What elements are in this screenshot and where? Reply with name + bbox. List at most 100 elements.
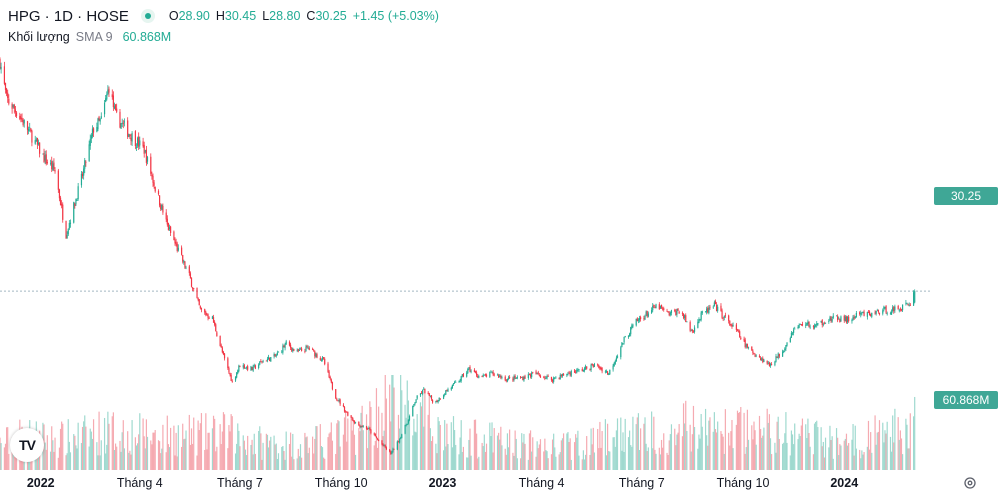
candle-body xyxy=(482,375,484,377)
candle-body xyxy=(281,351,283,353)
candle-body xyxy=(262,360,264,363)
candle-body xyxy=(755,355,757,357)
volume-bar xyxy=(539,439,542,470)
volume-bar xyxy=(692,405,695,470)
candle-body xyxy=(898,309,900,311)
tradingview-logo-icon[interactable]: TV xyxy=(10,428,44,462)
candle-body xyxy=(28,128,30,132)
candle-body xyxy=(762,358,764,363)
volume-label[interactable]: Khối lượng xyxy=(8,30,70,44)
candle-body xyxy=(361,425,363,427)
volume-bar xyxy=(192,443,194,470)
volume-bar xyxy=(114,443,117,470)
candle-body xyxy=(715,304,718,312)
volume-bar xyxy=(205,413,207,470)
volume-bar xyxy=(393,387,395,470)
candle-body xyxy=(693,327,696,332)
volume-bar xyxy=(807,418,809,470)
candle-body xyxy=(801,323,804,326)
volume-bar xyxy=(300,457,303,470)
volume-bar xyxy=(613,437,615,470)
volume-bar xyxy=(321,447,324,470)
volume-bar xyxy=(219,424,221,470)
candle-body xyxy=(604,371,606,373)
candle-body xyxy=(615,357,618,361)
candle-body xyxy=(771,364,773,366)
volume-bar xyxy=(528,433,531,470)
candle-body xyxy=(832,315,834,318)
gear-icon[interactable] xyxy=(962,475,978,491)
candle-body xyxy=(732,325,734,327)
candle-body xyxy=(14,109,17,113)
volume-bar xyxy=(193,417,195,470)
volume-bar xyxy=(582,450,584,470)
candle-body xyxy=(853,317,855,319)
candle-body xyxy=(747,347,750,349)
volume-bar xyxy=(660,439,663,470)
volume-bar xyxy=(691,434,693,470)
volume-bar xyxy=(754,430,756,470)
candle-body xyxy=(122,123,124,125)
candle-body xyxy=(730,324,732,326)
candle-body xyxy=(193,287,195,289)
volume-bar xyxy=(0,437,1,470)
candle-body xyxy=(635,318,637,326)
volume-bar xyxy=(459,437,461,470)
candle-body xyxy=(766,360,768,364)
candle-body xyxy=(592,364,594,368)
candle-body xyxy=(230,374,232,382)
volume-bar xyxy=(876,432,878,470)
volume-bar xyxy=(345,411,347,470)
volume-bar xyxy=(884,430,886,470)
volume-bar xyxy=(678,424,680,470)
candle-body xyxy=(266,358,269,361)
volume-bar xyxy=(131,420,133,470)
volume-bar xyxy=(693,426,696,470)
candle-body xyxy=(539,375,542,378)
candle-body xyxy=(653,304,655,307)
volume-bar xyxy=(73,434,75,470)
candle-body xyxy=(223,353,226,359)
candle-body xyxy=(308,348,310,350)
candle-body xyxy=(597,364,599,366)
candle-body xyxy=(146,156,149,162)
candle-body xyxy=(0,59,1,69)
volume-bar xyxy=(281,446,283,470)
candle-body xyxy=(576,369,578,373)
candle-body xyxy=(108,88,110,93)
candle-body xyxy=(893,306,895,312)
volume-bar xyxy=(531,451,533,470)
volume-bar xyxy=(558,454,560,470)
volume-bar xyxy=(69,452,72,470)
candle-body xyxy=(512,378,514,381)
volume-bar xyxy=(753,421,755,470)
candle-body xyxy=(165,212,167,220)
candle-body xyxy=(614,360,616,364)
volume-bar xyxy=(809,446,811,470)
candle-body xyxy=(65,220,67,239)
symbol-title[interactable]: HPG · 1D · HOSE xyxy=(8,7,129,25)
volume-bar xyxy=(420,406,423,470)
candle-body xyxy=(515,378,517,379)
volume-bar xyxy=(855,448,857,470)
candle-body xyxy=(444,394,446,395)
volume-bar xyxy=(553,433,555,470)
volume-bar xyxy=(51,426,53,470)
volume-bar xyxy=(439,424,441,470)
candle-body xyxy=(459,380,461,383)
volume-bar xyxy=(119,440,121,470)
volume-bar xyxy=(897,417,899,470)
candle-body xyxy=(391,451,393,455)
candle-body xyxy=(405,424,407,426)
candle-body xyxy=(562,373,565,376)
volume-bar xyxy=(466,457,468,470)
volume-bar xyxy=(3,447,6,470)
volume-bar xyxy=(228,425,230,470)
candle-body xyxy=(362,426,364,427)
volume-bar xyxy=(684,423,686,470)
candle-body xyxy=(768,362,771,366)
candle-body xyxy=(4,82,7,90)
volume-bar xyxy=(200,413,203,470)
candle-body xyxy=(436,400,438,403)
